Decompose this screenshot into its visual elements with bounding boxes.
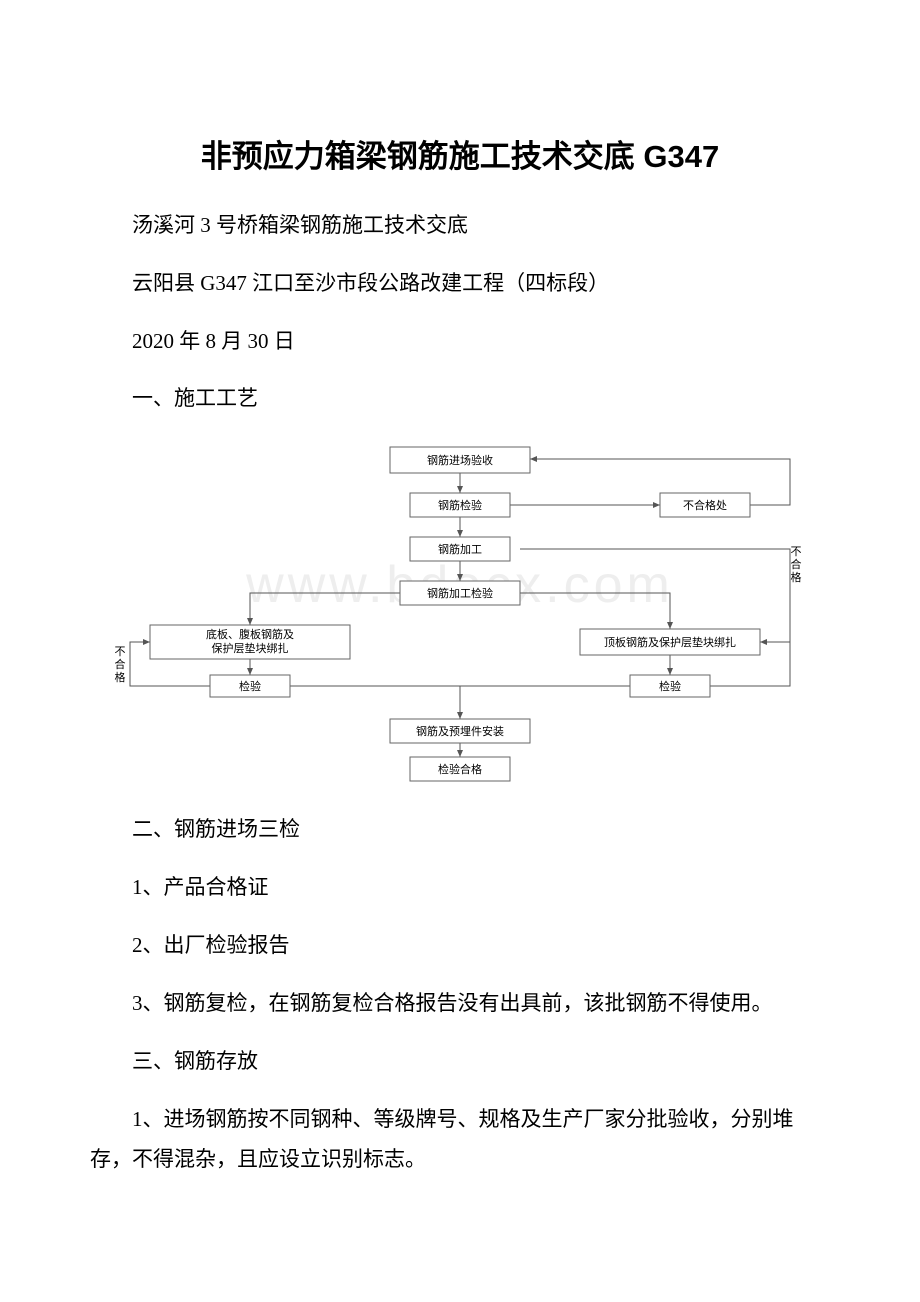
- paragraph-item-3: 3、钢筋复检，在钢筋复检合格报告没有出具前，该批钢筋不得使用。: [90, 984, 830, 1024]
- svg-text:检验: 检验: [239, 679, 261, 693]
- page-title: 非预应力箱梁钢筋施工技术交底 G347: [90, 131, 830, 176]
- svg-text:检验合格: 检验合格: [438, 762, 482, 776]
- flowchart-diagram: 钢筋进场验收钢筋检验 不合格处钢筋加工钢筋加工检验底板、腹板钢筋及保护层垫块绑扎 顶…: [90, 437, 830, 792]
- svg-text:合: 合: [115, 657, 126, 671]
- paragraph-item-2: 2、出厂检验报告: [90, 926, 830, 966]
- svg-text:合: 合: [791, 557, 802, 571]
- section-heading-2: 二、钢筋进场三检: [90, 810, 830, 850]
- svg-text:检验: 检验: [659, 679, 681, 693]
- svg-text:格: 格: [791, 570, 802, 584]
- svg-text:保护层垫块绑扎: 保护层垫块绑扎: [212, 641, 289, 655]
- paragraph-item-1: 1、产品合格证: [90, 868, 830, 908]
- svg-text:底板、腹板钢筋及: 底板、腹板钢筋及: [206, 627, 294, 641]
- section-heading-3: 三、钢筋存放: [90, 1042, 830, 1082]
- section-heading-1: 一、施工工艺: [90, 379, 830, 419]
- svg-text:不合格处: 不合格处: [683, 498, 727, 512]
- svg-text:格: 格: [115, 670, 126, 684]
- paragraph-project: 云阳县 G347 江口至沙市段公路改建工程（四标段）: [90, 264, 830, 304]
- svg-text:钢筋及预埋件安装: 钢筋及预埋件安装: [416, 724, 504, 738]
- svg-text:顶板钢筋及保护层垫块绑扎: 顶板钢筋及保护层垫块绑扎: [604, 635, 736, 649]
- svg-text:钢筋加工检验: 钢筋加工检验: [427, 586, 493, 600]
- svg-text:不: 不: [791, 546, 802, 558]
- svg-text:不: 不: [115, 646, 126, 658]
- paragraph-item-4: 1、进场钢筋按不同钢种、等级牌号、规格及生产厂家分批验收，分别堆存，不得混杂，且…: [90, 1100, 830, 1180]
- paragraph-date: 2020 年 8 月 30 日: [90, 322, 830, 362]
- svg-text:钢筋进场验收: 钢筋进场验收: [427, 453, 493, 467]
- svg-text:钢筋加工: 钢筋加工: [438, 542, 482, 556]
- svg-text:钢筋检验: 钢筋检验: [438, 498, 482, 512]
- paragraph-subtitle: 汤溪河 3 号桥箱梁钢筋施工技术交底: [90, 206, 830, 246]
